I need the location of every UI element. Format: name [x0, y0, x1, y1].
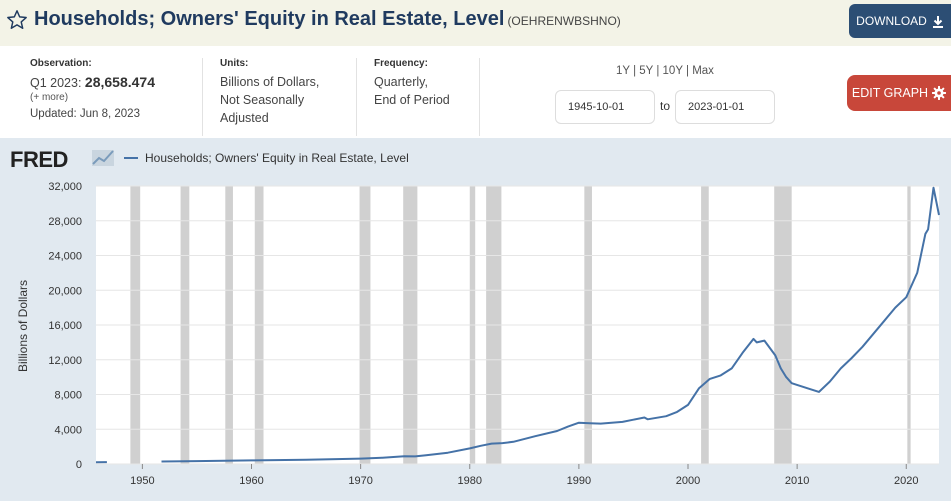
- y-tick-label: 28,000: [48, 216, 82, 228]
- frequency-line: Quarterly,: [374, 75, 428, 89]
- x-tick-label: 2000: [676, 475, 700, 487]
- observation-value: 28,658.474: [84, 74, 155, 90]
- more-observations-link[interactable]: (+ more): [30, 92, 69, 103]
- frequency-block: Frequency: Quarterly, End of Period: [374, 58, 474, 109]
- edit-graph-label: EDIT GRAPH: [851, 86, 929, 100]
- y-axis-ticks: 0 4,000 8,000 12,000 16,000 20,000 24,000 28,00…: [48, 181, 82, 471]
- end-date-input[interactable]: 2023-01-01: [675, 90, 775, 124]
- to-label: to: [660, 99, 671, 113]
- x-tick-label: 2020: [894, 475, 918, 487]
- y-tick-label: 0: [76, 459, 82, 471]
- observation-value-line: Q1 2023: 28,658.474: [30, 74, 155, 90]
- updated-date: Updated: Jun 8, 2023: [30, 108, 140, 120]
- gear-icon: [932, 86, 947, 100]
- fred-logo-text: FRED: [10, 147, 68, 172]
- line-chart: FRED Households; Owners' Equity in Real …: [10, 147, 940, 487]
- units-text: Billions of Dollars, Not Seasonally Adju…: [220, 73, 350, 127]
- range-separator: |: [686, 65, 689, 77]
- x-tick-label: 1970: [348, 475, 372, 487]
- y-tick-label: 16,000: [48, 320, 82, 332]
- series-code: (OEHRENWBSHNO): [507, 14, 621, 28]
- fred-logo: FRED: [10, 147, 114, 172]
- range-separator: |: [656, 65, 660, 77]
- download-label: DOWNLOAD: [856, 14, 927, 28]
- series-lines: [95, 186, 940, 464]
- units-line: Adjusted: [220, 111, 269, 125]
- download-button[interactable]: DOWNLOAD: [849, 4, 951, 38]
- range-10y-link[interactable]: 10Y: [662, 65, 683, 77]
- y-tick-label: 12,000: [48, 355, 82, 367]
- date-range-shortcuts: 1Y | 5Y | 10Y | Max: [616, 65, 714, 77]
- chart-area: FRED Households; Owners' Equity in Real …: [0, 138, 951, 501]
- info-divider: [479, 58, 480, 136]
- y-tick-label: 20,000: [48, 285, 82, 297]
- download-icon: [932, 15, 943, 28]
- x-axis-ticks: 1950 1960 1970 1980 1990 2000 2010 2020: [130, 464, 919, 487]
- y-tick-label: 8,000: [54, 390, 82, 402]
- y-axis-label: Billions of Dollars: [16, 280, 30, 372]
- y-tick-label: 4,000: [54, 424, 82, 436]
- info-divider: [202, 58, 203, 136]
- frequency-line: End of Period: [374, 93, 450, 107]
- gridlines: [96, 185, 939, 465]
- observation-period: Q1 2023:: [30, 76, 82, 90]
- fred-logo-chart-icon: [92, 150, 114, 166]
- favorite-star-icon[interactable]: [6, 9, 28, 31]
- x-tick-label: 2010: [785, 475, 809, 487]
- series-title-text: Households; Owners' Equity in Real Estat…: [34, 8, 505, 30]
- units-label: Units:: [220, 58, 249, 69]
- observation-block: Observation: Q1 2023: 28,658.474 (+ more…: [30, 58, 155, 120]
- series-title: Households; Owners' Equity in Real Estat…: [34, 8, 621, 31]
- series-info-panel: Observation: Q1 2023: 28,658.474 (+ more…: [0, 46, 951, 138]
- y-tick-label: 32,000: [48, 181, 82, 193]
- range-separator: |: [633, 65, 637, 77]
- x-tick-label: 1960: [239, 475, 263, 487]
- observation-label: Observation:: [30, 58, 92, 69]
- frequency-text: Quarterly, End of Period: [374, 73, 474, 109]
- legend-label: Households; Owners' Equity in Real Estat…: [145, 151, 409, 165]
- x-tick-label: 1950: [130, 475, 154, 487]
- series-header: Households; Owners' Equity in Real Estat…: [0, 0, 951, 46]
- range-1y-link[interactable]: 1Y: [616, 65, 630, 77]
- units-block: Units: Billions of Dollars, Not Seasonal…: [220, 58, 350, 127]
- range-max-link[interactable]: Max: [692, 65, 714, 77]
- units-line: Billions of Dollars,: [220, 75, 320, 89]
- series-line: [161, 186, 940, 463]
- start-date-input[interactable]: 1945-10-01: [555, 90, 655, 124]
- range-5y-link[interactable]: 5Y: [639, 65, 654, 77]
- edit-graph-button[interactable]: EDIT GRAPH: [847, 75, 951, 111]
- frequency-label: Frequency:: [374, 58, 428, 69]
- info-divider: [356, 58, 357, 136]
- chart-legend: Households; Owners' Equity in Real Estat…: [124, 151, 409, 165]
- x-tick-label: 1990: [567, 475, 591, 487]
- x-tick-label: 1980: [458, 475, 482, 487]
- units-line: Not Seasonally: [220, 93, 305, 107]
- y-tick-label: 24,000: [48, 251, 82, 263]
